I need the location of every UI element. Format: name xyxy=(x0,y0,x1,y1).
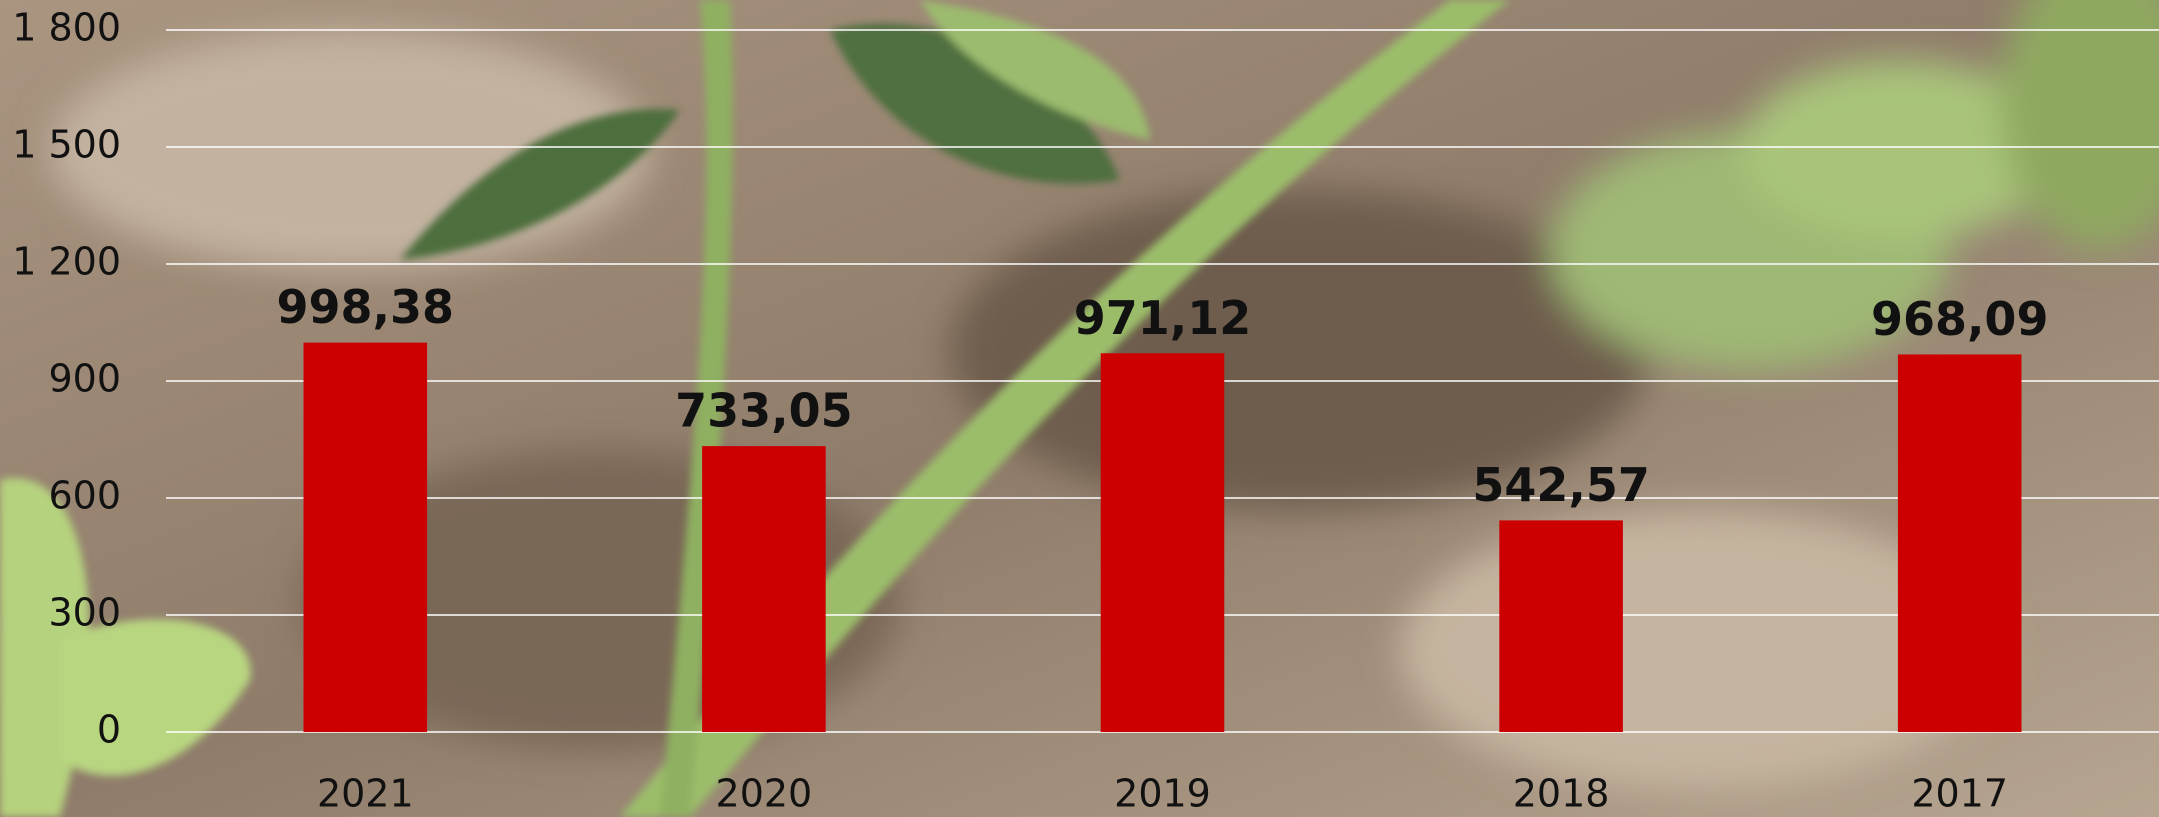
bar xyxy=(702,446,826,732)
y-tick-label: 1 800 xyxy=(12,6,121,50)
x-tick-label: 2020 xyxy=(716,772,813,816)
bar xyxy=(303,342,428,732)
y-tick-label: 600 xyxy=(48,474,121,518)
x-tick-label: 2017 xyxy=(1911,772,2008,816)
x-tick-label: 2021 xyxy=(317,772,414,816)
value-label: 971,12 xyxy=(1074,291,1252,345)
y-tick-label: 900 xyxy=(48,357,121,401)
x-tick-label: 2018 xyxy=(1513,772,1610,816)
y-tick-label: 1 200 xyxy=(12,240,121,284)
bar xyxy=(1897,354,2022,732)
y-tick-label: 300 xyxy=(48,591,121,635)
y-tick-label: 1 500 xyxy=(12,123,121,167)
value-label: 968,09 xyxy=(1871,292,2049,346)
bar xyxy=(1499,520,1623,732)
value-label: 542,57 xyxy=(1472,458,1650,512)
value-label: 733,05 xyxy=(675,384,853,438)
value-label: 998,38 xyxy=(277,280,455,334)
y-tick-label: 0 xyxy=(97,708,121,752)
bar xyxy=(1100,353,1225,732)
x-tick-label: 2019 xyxy=(1114,772,1211,816)
